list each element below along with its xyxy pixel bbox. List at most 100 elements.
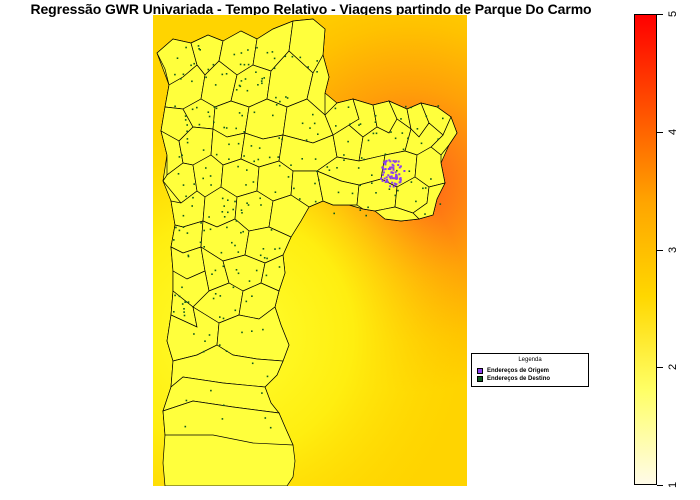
destination-point <box>215 153 218 156</box>
destination-point <box>232 208 234 211</box>
origin-point <box>394 171 397 174</box>
destination-point <box>424 213 426 215</box>
destination-point <box>275 104 278 106</box>
destination-point <box>273 67 276 70</box>
districts <box>156 18 458 486</box>
destination-point <box>223 205 225 207</box>
destination-point <box>394 137 397 140</box>
destination-point <box>437 138 439 140</box>
destination-point <box>314 182 316 185</box>
destination-point <box>212 297 215 300</box>
destination-point <box>196 106 198 109</box>
origin-point <box>385 159 388 162</box>
origin-point <box>395 177 398 180</box>
origin-point <box>399 165 402 168</box>
legend-item-destination: Endereços de Destino <box>477 375 550 382</box>
destination-point <box>247 204 250 206</box>
destination-point <box>186 138 189 140</box>
destination-point <box>185 195 187 198</box>
destination-point <box>439 203 442 205</box>
district <box>316 170 360 206</box>
destination-point <box>213 106 216 108</box>
destination-point <box>200 222 202 224</box>
destination-point <box>222 404 225 407</box>
destination-point <box>205 167 207 169</box>
origin-point <box>391 163 394 166</box>
destination-point <box>255 71 257 73</box>
destination-point <box>357 167 360 169</box>
destination-point <box>307 66 309 68</box>
origin-point <box>389 167 392 170</box>
destination-point <box>375 192 377 194</box>
origin-point <box>392 177 394 180</box>
destination-point <box>420 142 423 145</box>
colorbar-tick-label: 2 <box>667 363 679 370</box>
destination-point <box>233 53 236 56</box>
destination-point <box>212 63 215 66</box>
destination-point <box>186 141 189 144</box>
destination-point <box>251 330 253 332</box>
destination-point <box>274 248 276 250</box>
destination-point <box>231 241 233 244</box>
origin-point <box>388 175 391 178</box>
origin-point <box>393 177 396 180</box>
destination-point <box>186 232 189 234</box>
destination-point <box>198 123 201 126</box>
origin-point <box>384 168 387 171</box>
destination-point <box>253 111 256 114</box>
destination-point <box>375 132 378 135</box>
destination-point <box>222 265 225 268</box>
destination-point <box>221 211 224 213</box>
origin-point <box>386 180 389 183</box>
origin-point <box>390 175 393 178</box>
destination-point <box>335 125 337 127</box>
destination-point <box>272 114 274 117</box>
destination-point <box>359 209 362 211</box>
colorbar-tick-label: 1 <box>667 481 679 488</box>
colorbar <box>634 14 657 485</box>
destination-point <box>221 418 224 420</box>
destination-point <box>197 45 200 47</box>
district <box>162 400 294 446</box>
destination-point <box>246 169 248 171</box>
destination-point <box>238 84 241 87</box>
origin-point <box>392 168 395 171</box>
destination-point <box>336 167 338 169</box>
origin-point <box>394 176 397 178</box>
origin-point <box>397 160 400 163</box>
destination-point <box>182 73 185 76</box>
district <box>412 182 446 220</box>
destination-point <box>202 149 205 151</box>
destination-point <box>290 164 292 166</box>
destination-point <box>262 328 264 331</box>
origin-point <box>399 177 402 180</box>
destination-point <box>274 191 277 193</box>
origin-point <box>384 161 387 164</box>
destination-point <box>178 229 181 232</box>
destination-point <box>396 169 398 172</box>
destination-point <box>187 255 190 258</box>
colorbar-tick-label: 4 <box>667 128 679 135</box>
origin-point <box>382 161 385 164</box>
destination-point <box>225 127 228 129</box>
destination-point <box>363 158 365 161</box>
destination-point <box>347 140 349 143</box>
destination-point <box>317 133 319 135</box>
origin-point <box>390 171 393 174</box>
destination-point <box>219 344 221 346</box>
destination-point <box>204 340 206 342</box>
destination-point <box>263 257 266 259</box>
destination-point <box>235 269 238 271</box>
destination-point <box>184 115 187 117</box>
destination-point <box>182 214 185 217</box>
destination-point <box>333 212 335 215</box>
destination-point <box>240 209 243 211</box>
destination-point <box>237 251 240 253</box>
destination-point <box>186 130 188 133</box>
destination-point <box>400 118 402 120</box>
destination-point <box>247 63 250 66</box>
destination-point <box>328 169 331 171</box>
origin-point <box>385 176 388 179</box>
origin-point <box>393 182 396 185</box>
destination-point <box>247 49 249 51</box>
